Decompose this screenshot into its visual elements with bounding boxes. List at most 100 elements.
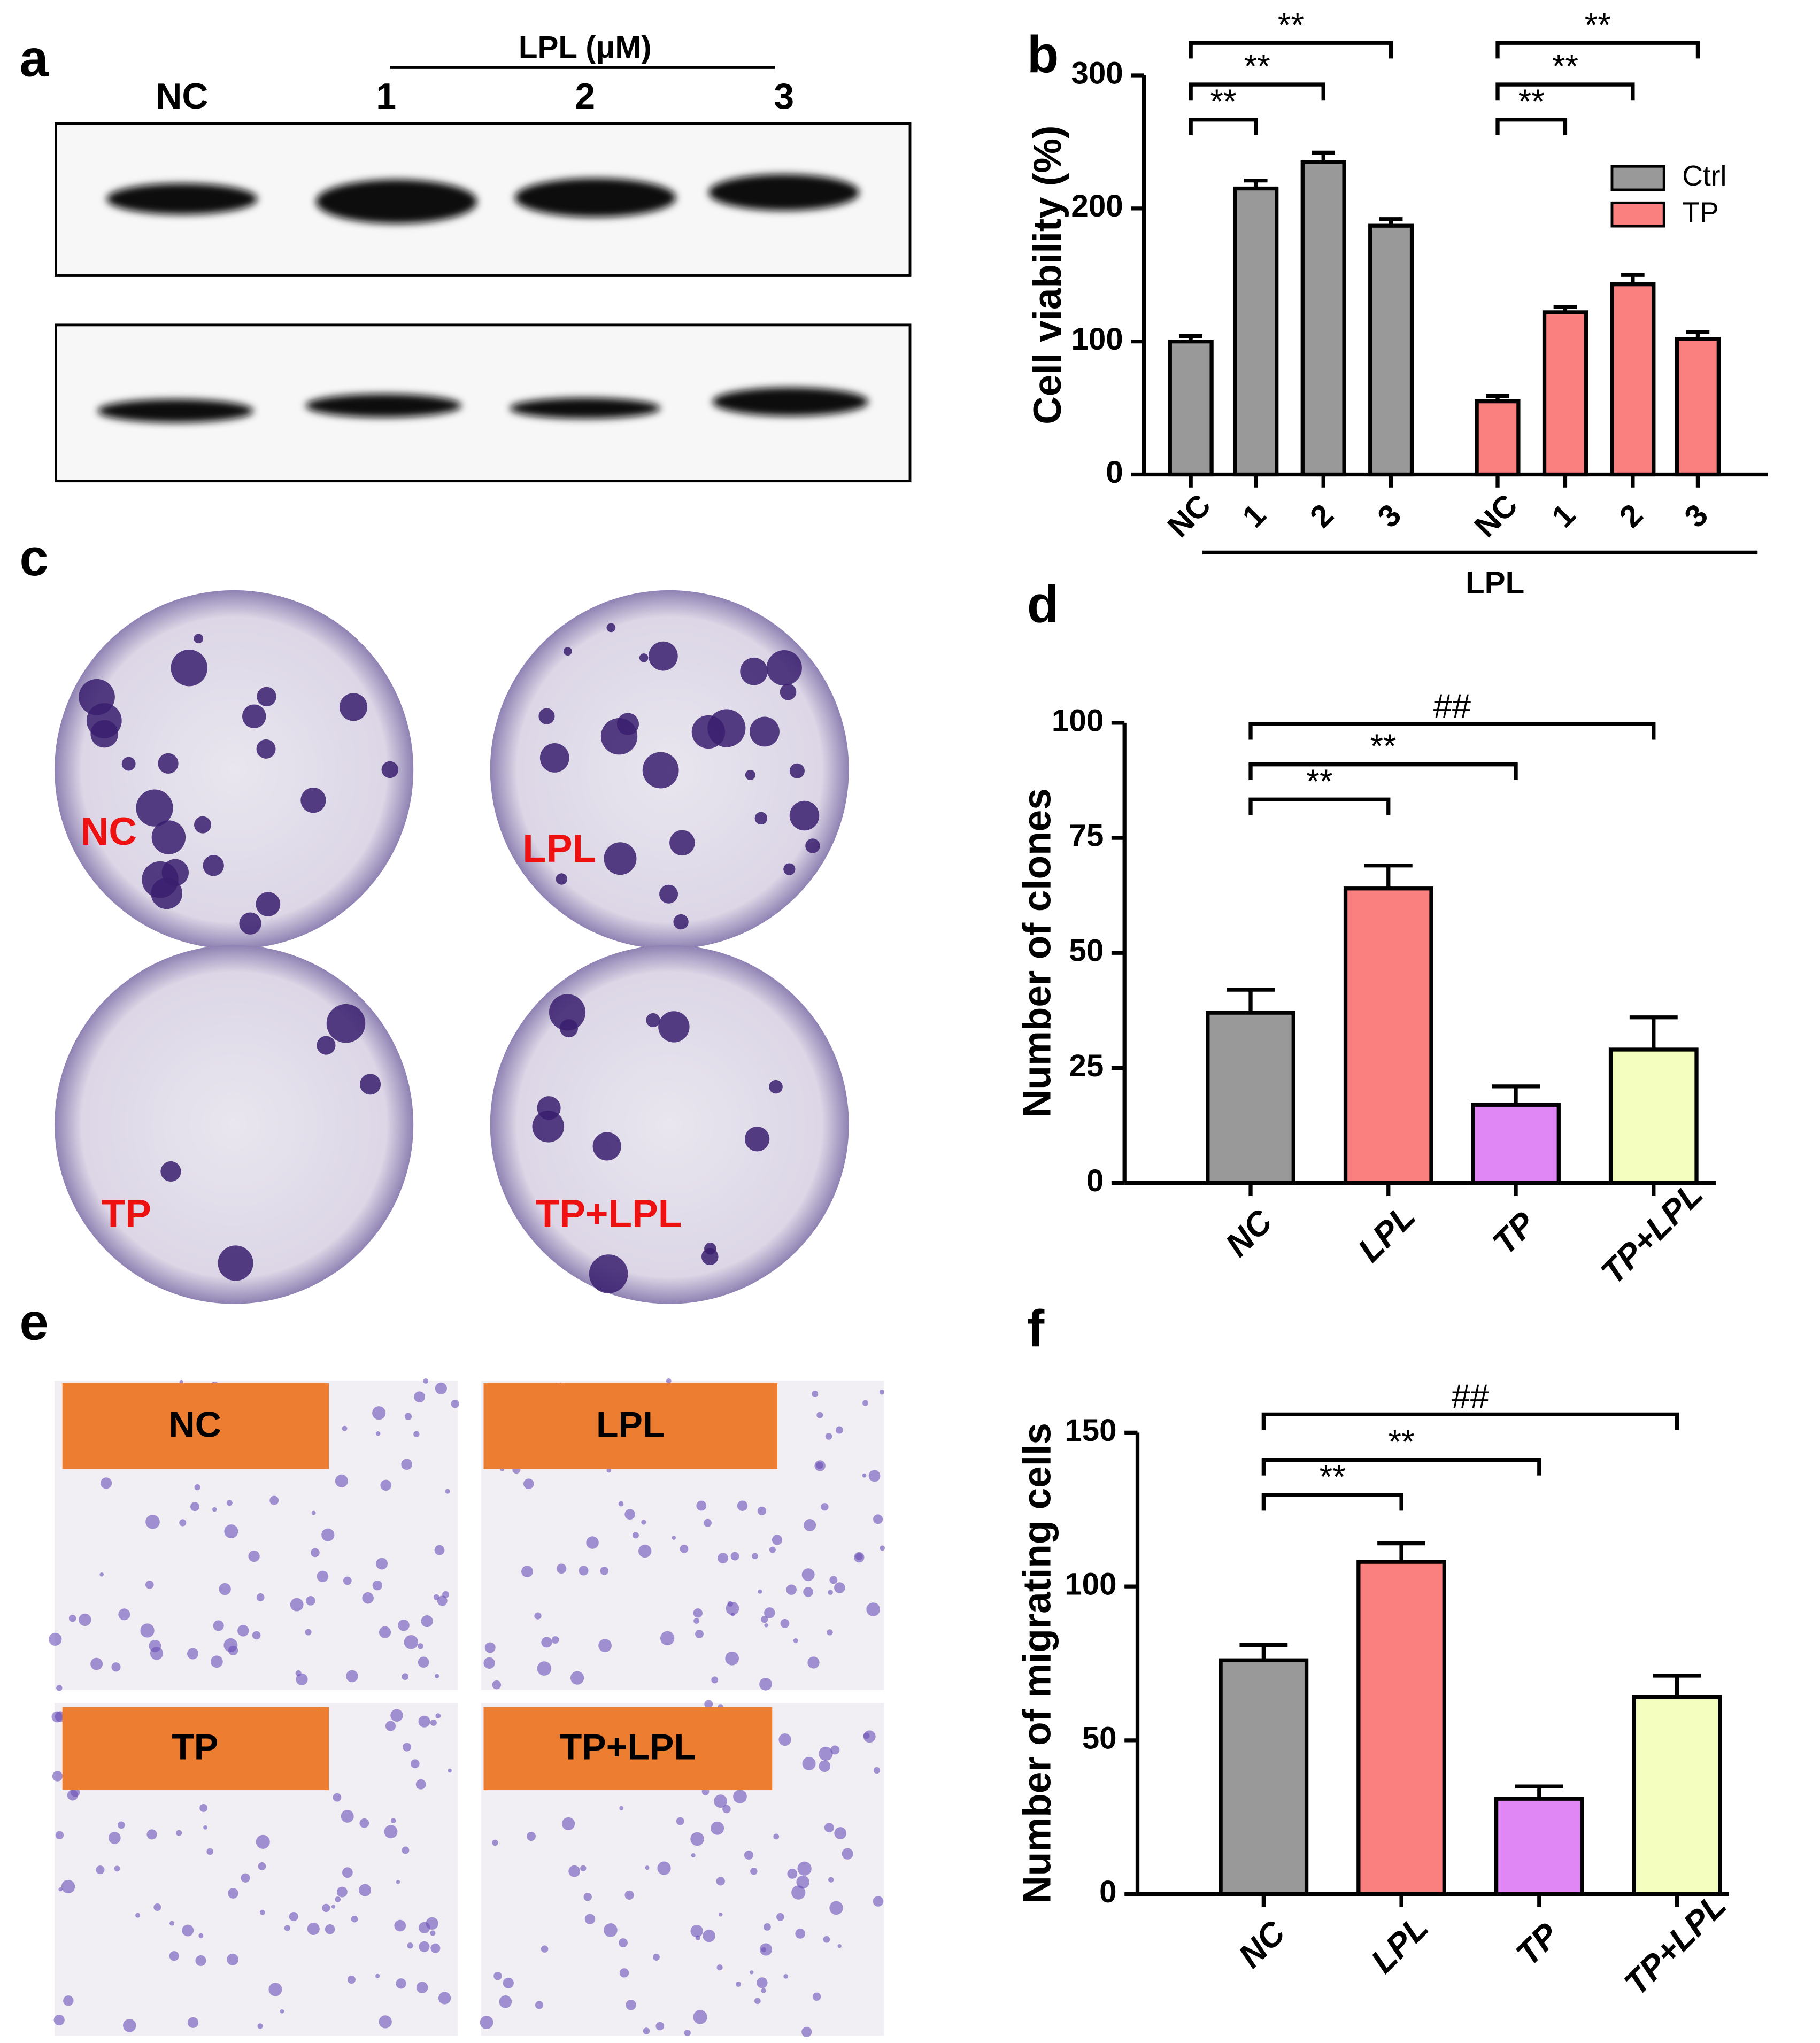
cell bbox=[764, 1607, 775, 1618]
x-tick-label: 3 bbox=[1678, 497, 1715, 534]
cell bbox=[807, 1656, 820, 1669]
significance-bracket bbox=[1248, 797, 1391, 815]
cell bbox=[711, 1821, 724, 1835]
cell bbox=[407, 1942, 413, 1949]
cell bbox=[632, 1532, 639, 1539]
cell bbox=[362, 1592, 374, 1604]
cell bbox=[641, 1520, 646, 1525]
bar bbox=[1300, 160, 1346, 477]
cell bbox=[418, 1715, 430, 1728]
cell bbox=[398, 1619, 410, 1631]
cell bbox=[653, 1954, 660, 1961]
significance-bracket bbox=[1495, 41, 1700, 59]
colony bbox=[769, 1080, 783, 1094]
y-tick-label: 100 bbox=[1052, 703, 1104, 738]
cell bbox=[791, 1885, 806, 1900]
cell bbox=[829, 1576, 838, 1584]
cell bbox=[423, 1378, 429, 1384]
cell bbox=[804, 1519, 816, 1531]
colony bbox=[658, 1011, 690, 1043]
cell bbox=[780, 1618, 790, 1628]
x-tick-label: LPL bbox=[1364, 1909, 1436, 1980]
colony bbox=[646, 1013, 660, 1028]
cell bbox=[797, 1861, 812, 1876]
cell bbox=[379, 1626, 391, 1638]
bar bbox=[1610, 282, 1656, 477]
dish bbox=[55, 945, 414, 1304]
cell bbox=[258, 1862, 266, 1870]
cell bbox=[63, 1995, 74, 2006]
cell bbox=[868, 1470, 881, 1482]
cell bbox=[135, 1913, 141, 1918]
cell bbox=[537, 1661, 552, 1676]
cell bbox=[317, 1570, 329, 1583]
cell bbox=[413, 1431, 420, 1437]
cell bbox=[227, 1953, 239, 1965]
cell bbox=[256, 1593, 265, 1601]
significance-label: ## bbox=[1433, 688, 1471, 725]
cell bbox=[96, 1865, 105, 1875]
cell bbox=[257, 2023, 263, 2029]
y-tick-label: 150 bbox=[1065, 1413, 1116, 1448]
x-tick-label: LPL bbox=[1351, 1198, 1423, 1269]
cell bbox=[437, 1595, 448, 1606]
cell bbox=[837, 1944, 842, 1948]
cell bbox=[187, 1648, 199, 1660]
colony bbox=[556, 873, 568, 885]
cell bbox=[435, 1713, 441, 1719]
colony bbox=[256, 739, 276, 759]
colony bbox=[745, 769, 755, 780]
cell bbox=[570, 1671, 584, 1685]
significance-bracket bbox=[1261, 1458, 1541, 1476]
cell bbox=[727, 1601, 733, 1607]
cell bbox=[704, 1518, 712, 1527]
cell bbox=[311, 1510, 316, 1515]
cell bbox=[198, 1933, 204, 1938]
cell bbox=[624, 1890, 634, 1900]
y-tick-label: 100 bbox=[1071, 322, 1123, 357]
cell bbox=[145, 1514, 160, 1529]
y-tick-label: 0 bbox=[1106, 455, 1123, 490]
cell bbox=[778, 1733, 791, 1746]
bar bbox=[1542, 310, 1588, 477]
cell bbox=[375, 1431, 381, 1436]
cell bbox=[111, 1662, 121, 1672]
cell bbox=[372, 1406, 386, 1420]
cell bbox=[210, 1655, 223, 1668]
blot: LPL (μM) NC 1 2 3 bbox=[55, 30, 912, 483]
cell bbox=[535, 2001, 544, 2009]
cell bbox=[390, 1818, 396, 1823]
cell bbox=[418, 1656, 429, 1668]
cell bbox=[484, 1642, 496, 1653]
cell bbox=[228, 1888, 238, 1899]
cell bbox=[801, 2026, 812, 2037]
cell bbox=[153, 1903, 161, 1911]
y-tick-label: 300 bbox=[1071, 56, 1123, 90]
cell bbox=[735, 1981, 741, 1987]
cell bbox=[703, 1929, 715, 1942]
cell bbox=[750, 1867, 758, 1875]
cell bbox=[754, 1998, 761, 2005]
cell bbox=[802, 1756, 816, 1770]
cell bbox=[534, 1612, 542, 1620]
image-label: TP bbox=[172, 1727, 218, 1768]
colony bbox=[171, 649, 207, 687]
y-axis-label: Number of clones bbox=[1015, 788, 1059, 1117]
legend-swatch bbox=[1610, 201, 1665, 228]
cell bbox=[343, 1576, 352, 1585]
cell bbox=[759, 1677, 772, 1691]
cell bbox=[819, 1760, 831, 1772]
cell bbox=[403, 1743, 412, 1752]
cell bbox=[176, 1830, 182, 1836]
cell bbox=[626, 2000, 636, 2010]
bar bbox=[1368, 223, 1414, 477]
cell bbox=[823, 1936, 830, 1943]
cell bbox=[325, 1924, 335, 1934]
cell bbox=[307, 1922, 320, 1935]
significance-label: ** bbox=[1244, 48, 1270, 86]
cell bbox=[643, 2027, 650, 2034]
colony bbox=[136, 789, 173, 827]
cell bbox=[830, 1745, 840, 1755]
cell bbox=[541, 1945, 549, 1953]
cell bbox=[252, 1631, 261, 1640]
